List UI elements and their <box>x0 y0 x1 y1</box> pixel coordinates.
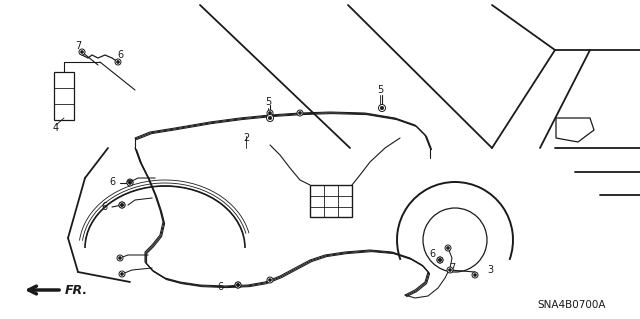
Text: 5: 5 <box>265 97 271 107</box>
Circle shape <box>235 282 241 288</box>
Circle shape <box>438 258 442 262</box>
Circle shape <box>474 273 477 277</box>
Circle shape <box>269 112 271 115</box>
Circle shape <box>298 112 301 115</box>
Circle shape <box>127 180 133 186</box>
Circle shape <box>119 271 125 277</box>
Text: 6: 6 <box>102 202 108 212</box>
Circle shape <box>237 284 239 286</box>
Text: 7: 7 <box>449 263 455 273</box>
Text: 2: 2 <box>243 133 249 143</box>
Circle shape <box>118 256 122 259</box>
Text: 6: 6 <box>218 282 224 292</box>
Circle shape <box>120 204 124 206</box>
Circle shape <box>79 49 85 55</box>
Circle shape <box>268 116 272 120</box>
Circle shape <box>267 277 273 283</box>
Text: 6: 6 <box>109 177 115 187</box>
Bar <box>310 185 352 217</box>
Text: 3: 3 <box>487 265 493 275</box>
Circle shape <box>129 181 131 183</box>
Circle shape <box>447 247 449 249</box>
Circle shape <box>449 269 451 271</box>
Circle shape <box>267 110 273 116</box>
Circle shape <box>445 245 451 251</box>
Circle shape <box>129 182 131 184</box>
Circle shape <box>81 50 83 54</box>
Circle shape <box>438 258 442 262</box>
Text: 6: 6 <box>117 50 123 60</box>
Circle shape <box>380 106 384 110</box>
Text: SNA4B0700A: SNA4B0700A <box>538 300 606 310</box>
Circle shape <box>119 202 125 208</box>
Circle shape <box>235 282 241 288</box>
Circle shape <box>127 179 133 185</box>
Circle shape <box>120 204 124 206</box>
Text: 6: 6 <box>429 249 435 259</box>
Circle shape <box>120 272 124 276</box>
Circle shape <box>297 110 303 116</box>
Circle shape <box>269 278 271 281</box>
Circle shape <box>437 257 443 263</box>
Circle shape <box>117 255 123 261</box>
Circle shape <box>119 202 125 208</box>
Bar <box>54 72 74 120</box>
Circle shape <box>472 272 478 278</box>
Text: 5: 5 <box>377 85 383 95</box>
Circle shape <box>115 59 121 65</box>
Text: 4: 4 <box>53 123 59 133</box>
Circle shape <box>437 257 443 263</box>
Text: 7: 7 <box>75 41 81 51</box>
Circle shape <box>378 105 385 112</box>
Circle shape <box>447 267 453 273</box>
Circle shape <box>237 284 239 286</box>
Text: FR.: FR. <box>65 284 88 296</box>
Circle shape <box>266 115 273 122</box>
Circle shape <box>116 61 120 63</box>
